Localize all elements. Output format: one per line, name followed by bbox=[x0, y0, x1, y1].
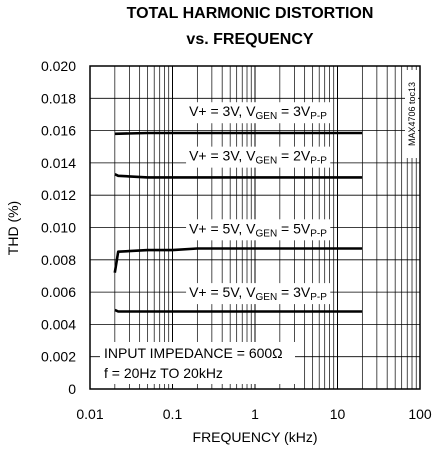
chart-subtitle: vs. FREQUENCY bbox=[186, 31, 313, 48]
label-subscript: P-P bbox=[310, 228, 327, 239]
label-subscript: P-P bbox=[310, 156, 327, 167]
series-label-2: V+ = 3V, VGEN = 2VP-P bbox=[186, 146, 331, 168]
series-label-text: V+ = 3V, VGEN = 3VP-P bbox=[189, 103, 327, 122]
note-frequency-range: f = 20Hz TO 20kHz bbox=[104, 365, 223, 381]
series-line-1 bbox=[114, 131, 363, 136]
note-background bbox=[100, 342, 295, 384]
x-tick-label: 0.1 bbox=[163, 406, 183, 422]
label-part: V+ = 5V, V bbox=[189, 284, 256, 300]
y-tick-label: 0.004 bbox=[41, 316, 76, 332]
series-label-1: V+ = 3V, VGEN = 3VP-P bbox=[186, 102, 331, 124]
series-label-text: V+ = 5V, VGEN = 5VP-P bbox=[189, 220, 327, 239]
y-tick-labels: 0 0.002 0.004 0.006 0.008 0.010 0.012 0.014 0.01… bbox=[41, 58, 76, 397]
side-note-box: MAX4706 toc13 bbox=[405, 70, 418, 158]
y-tick-label: 0.018 bbox=[41, 90, 76, 106]
side-note-background bbox=[405, 70, 418, 158]
note-box: INPUT IMPEDANCE = 600Ω f = 20Hz TO 20kHz bbox=[100, 342, 295, 384]
side-note: MAX4706 toc13 bbox=[407, 82, 417, 146]
y-tick-label: 0.008 bbox=[41, 252, 76, 268]
series-label-3: V+ = 5V, VGEN = 5VP-P bbox=[186, 219, 331, 241]
series-labels-layer: V+ = 3V, VGEN = 3VP-PV+ = 3V, VGEN = 2VP… bbox=[186, 102, 331, 305]
x-tick-label: 1 bbox=[251, 406, 259, 422]
x-tick-label: 100 bbox=[408, 406, 432, 422]
x-axis-label: FREQUENCY (kHz) bbox=[193, 429, 318, 445]
note-impedance: INPUT IMPEDANCE = 600Ω bbox=[104, 345, 283, 361]
label-part: = 3V bbox=[277, 284, 311, 300]
label-part: = 2V bbox=[277, 148, 311, 164]
y-tick-label: 0 bbox=[68, 381, 76, 397]
series-label-4: V+ = 5V, VGEN = 3VP-P bbox=[186, 283, 331, 305]
label-part: V+ = 5V, V bbox=[189, 220, 256, 236]
label-subscript: GEN bbox=[256, 156, 278, 167]
y-tick-label: 0.016 bbox=[41, 123, 76, 139]
label-part: = 3V bbox=[277, 103, 311, 119]
label-subscript: P-P bbox=[310, 111, 327, 122]
y-tick-label: 0.002 bbox=[41, 349, 76, 365]
x-tick-labels: 0.01 0.1 1 10 100 bbox=[76, 406, 432, 422]
y-tick-label: 0.012 bbox=[41, 187, 76, 203]
y-tick-label: 0.020 bbox=[41, 58, 76, 74]
plot-frame bbox=[89, 65, 421, 390]
series-line-3 bbox=[113, 247, 363, 273]
label-part: V+ = 3V, V bbox=[189, 103, 256, 119]
y-tick-label: 0.014 bbox=[41, 155, 76, 171]
label-part: V+ = 3V, V bbox=[189, 148, 256, 164]
series-label-background bbox=[186, 146, 331, 168]
series-line-2 bbox=[114, 173, 363, 179]
y-tick-label: 0.006 bbox=[41, 284, 76, 300]
series-label-text: V+ = 3V, VGEN = 2VP-P bbox=[189, 148, 327, 167]
x-tick-label: 0.01 bbox=[76, 406, 103, 422]
series-label-background bbox=[186, 219, 331, 241]
label-subscript: GEN bbox=[256, 111, 278, 122]
label-subscript: GEN bbox=[256, 292, 278, 303]
series-label-background bbox=[186, 283, 331, 305]
y-tick-label: 0.010 bbox=[41, 220, 76, 236]
series-line-4 bbox=[114, 308, 363, 313]
series-label-text: V+ = 5V, VGEN = 3VP-P bbox=[189, 284, 327, 303]
series-label-background bbox=[186, 102, 331, 124]
y-axis-label: THD (%) bbox=[5, 201, 21, 255]
series-layer bbox=[113, 131, 363, 313]
label-part: = 5V bbox=[277, 220, 311, 236]
label-subscript: P-P bbox=[310, 292, 327, 303]
x-tick-label: 10 bbox=[330, 406, 346, 422]
label-subscript: GEN bbox=[256, 228, 278, 239]
chart-title: TOTAL HARMONIC DISTORTION bbox=[127, 5, 374, 22]
